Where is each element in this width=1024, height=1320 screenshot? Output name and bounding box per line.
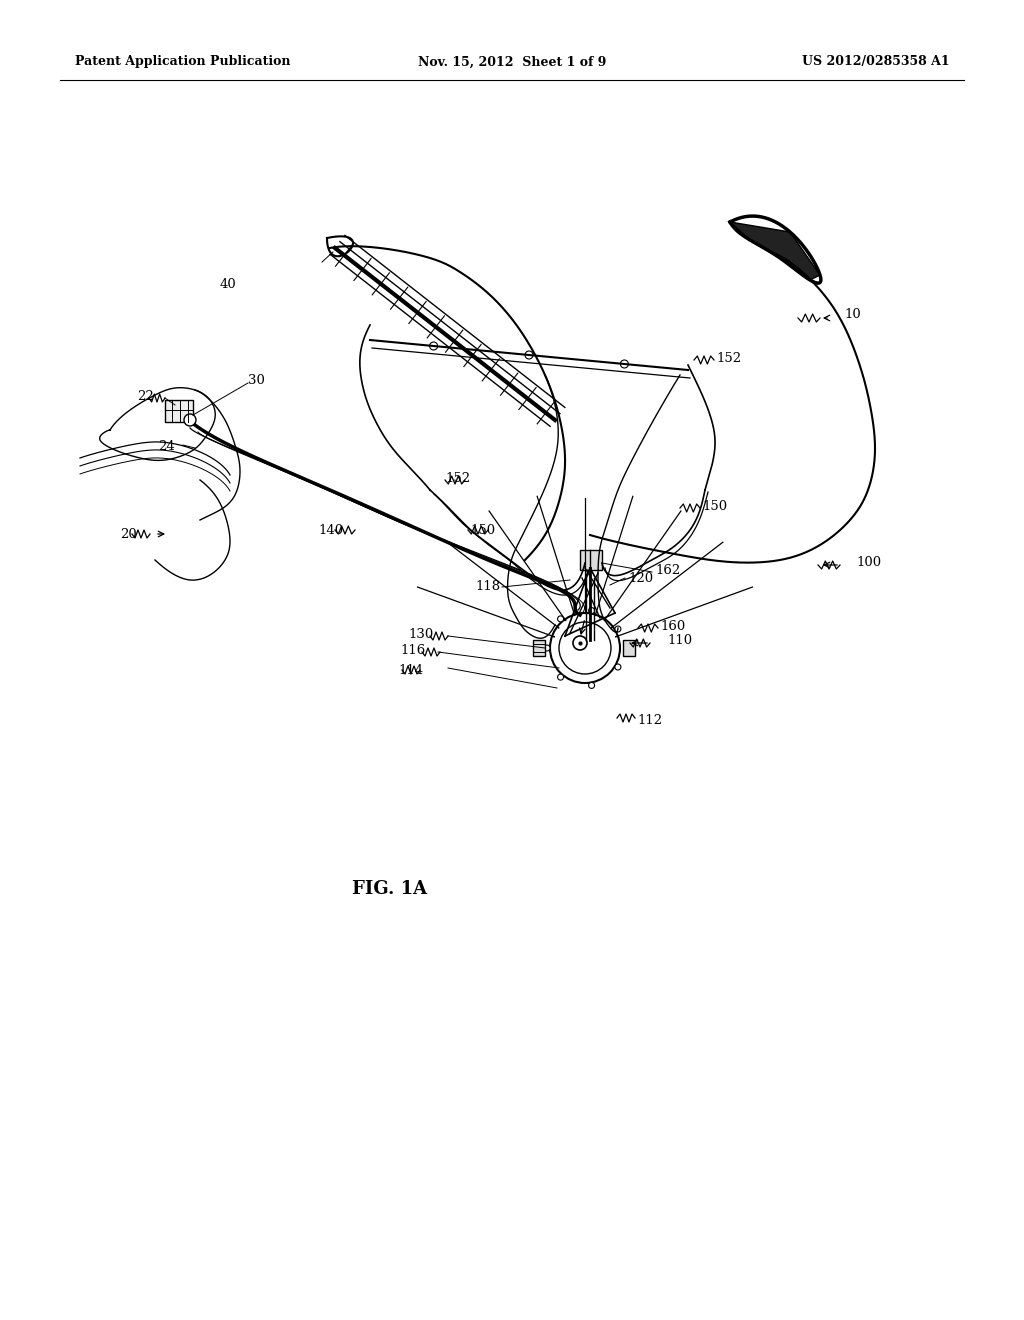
Text: FIG. 1A: FIG. 1A bbox=[352, 880, 428, 898]
Circle shape bbox=[621, 360, 629, 368]
Text: 22: 22 bbox=[137, 389, 154, 403]
Text: 40: 40 bbox=[220, 279, 237, 292]
Text: 120: 120 bbox=[628, 572, 653, 585]
Text: 24: 24 bbox=[158, 441, 175, 454]
Text: US 2012/0285358 A1: US 2012/0285358 A1 bbox=[803, 55, 950, 69]
Bar bbox=[580, 550, 602, 570]
Circle shape bbox=[550, 612, 620, 682]
Text: Nov. 15, 2012  Sheet 1 of 9: Nov. 15, 2012 Sheet 1 of 9 bbox=[418, 55, 606, 69]
Text: 150: 150 bbox=[702, 499, 727, 512]
Text: 118: 118 bbox=[475, 581, 500, 594]
Text: 150: 150 bbox=[470, 524, 496, 536]
Text: 10: 10 bbox=[844, 309, 861, 322]
Circle shape bbox=[544, 645, 550, 651]
Text: 100: 100 bbox=[856, 556, 881, 569]
Text: 130: 130 bbox=[408, 627, 433, 640]
Text: 152: 152 bbox=[716, 351, 741, 364]
FancyBboxPatch shape bbox=[165, 400, 193, 422]
Circle shape bbox=[589, 682, 595, 689]
Text: Patent Application Publication: Patent Application Publication bbox=[75, 55, 291, 69]
Circle shape bbox=[589, 607, 595, 614]
Circle shape bbox=[558, 616, 563, 622]
Circle shape bbox=[573, 636, 587, 649]
Text: 20: 20 bbox=[120, 528, 137, 540]
Bar bbox=[534, 640, 545, 656]
Text: 140: 140 bbox=[318, 524, 343, 536]
Text: 116: 116 bbox=[400, 644, 425, 656]
Circle shape bbox=[558, 675, 563, 680]
Circle shape bbox=[614, 664, 621, 671]
Text: 114: 114 bbox=[398, 664, 423, 676]
Circle shape bbox=[430, 342, 437, 350]
Text: 162: 162 bbox=[655, 564, 680, 577]
Text: 30: 30 bbox=[248, 374, 265, 387]
Text: 152: 152 bbox=[445, 471, 470, 484]
Text: 110: 110 bbox=[667, 634, 692, 647]
Polygon shape bbox=[730, 222, 820, 280]
Bar bbox=[623, 640, 635, 656]
Text: 160: 160 bbox=[660, 619, 685, 632]
Text: 112: 112 bbox=[637, 714, 663, 726]
Circle shape bbox=[614, 626, 621, 632]
Circle shape bbox=[525, 351, 534, 359]
Circle shape bbox=[184, 414, 196, 426]
